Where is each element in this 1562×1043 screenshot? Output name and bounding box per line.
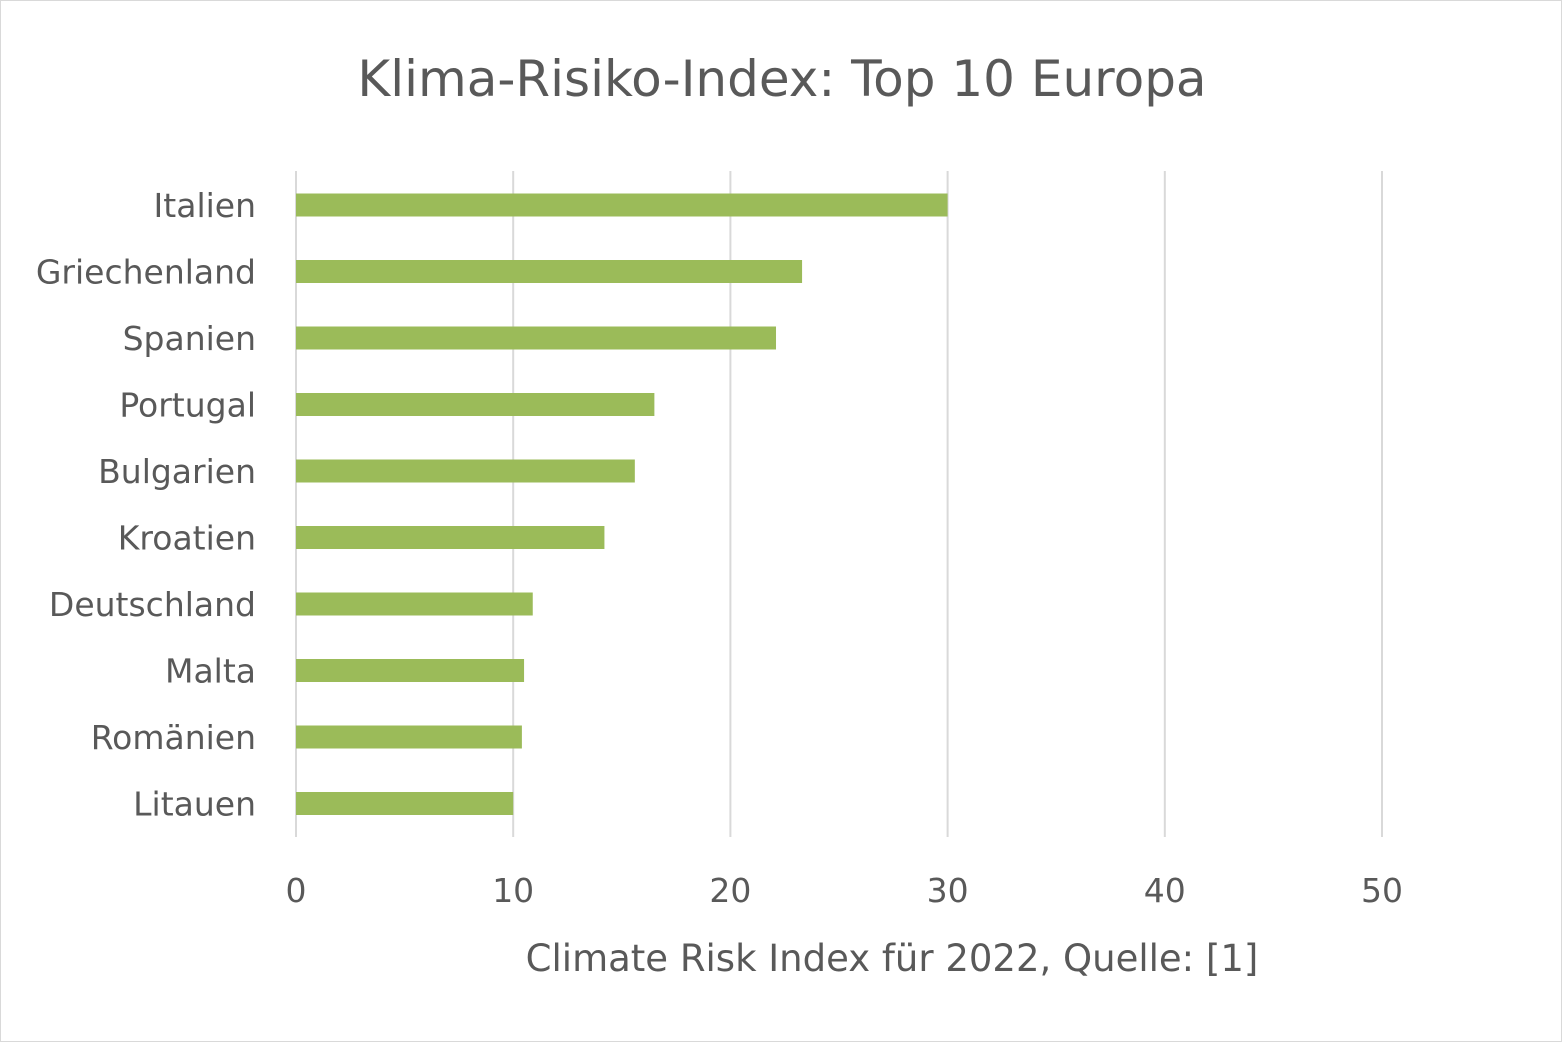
bar xyxy=(296,592,533,616)
bar xyxy=(296,526,605,549)
category-label: Romänien xyxy=(91,718,256,757)
category-label: Deutschland xyxy=(49,585,256,624)
category-label: Malta xyxy=(165,652,256,691)
category-label: Italien xyxy=(154,186,256,225)
category-label: Bulgarien xyxy=(98,452,256,491)
x-tick-label: 10 xyxy=(492,871,534,910)
x-axis-title: Climate Risk Index für 2022, Quelle: [1] xyxy=(526,937,1259,980)
bar xyxy=(296,193,948,217)
category-label: Portugal xyxy=(119,386,256,425)
bar xyxy=(296,459,635,483)
bars xyxy=(296,193,948,815)
category-labels: Italien Griechenland Spanien Portugal Bulgar… xyxy=(36,186,256,824)
x-tick-label: 30 xyxy=(927,871,969,910)
bar xyxy=(296,260,803,283)
category-label: Spanien xyxy=(123,319,256,358)
bar xyxy=(296,659,525,682)
bar xyxy=(296,792,514,815)
category-label: Kroatien xyxy=(118,519,256,558)
bar xyxy=(296,725,522,749)
category-label: Griechenland xyxy=(36,253,256,292)
bar xyxy=(296,393,655,416)
chart-title: Klima-Risiko-Index: Top 10 Europa xyxy=(357,50,1206,108)
x-tick-label: 0 xyxy=(286,871,307,910)
bar xyxy=(296,326,777,350)
x-tick-label: 20 xyxy=(709,871,751,910)
x-tick-labels: 0 10 20 30 40 50 xyxy=(286,871,1404,910)
category-label: Litauen xyxy=(133,785,256,824)
x-tick-label: 40 xyxy=(1144,871,1186,910)
x-tick-label: 50 xyxy=(1361,871,1403,910)
